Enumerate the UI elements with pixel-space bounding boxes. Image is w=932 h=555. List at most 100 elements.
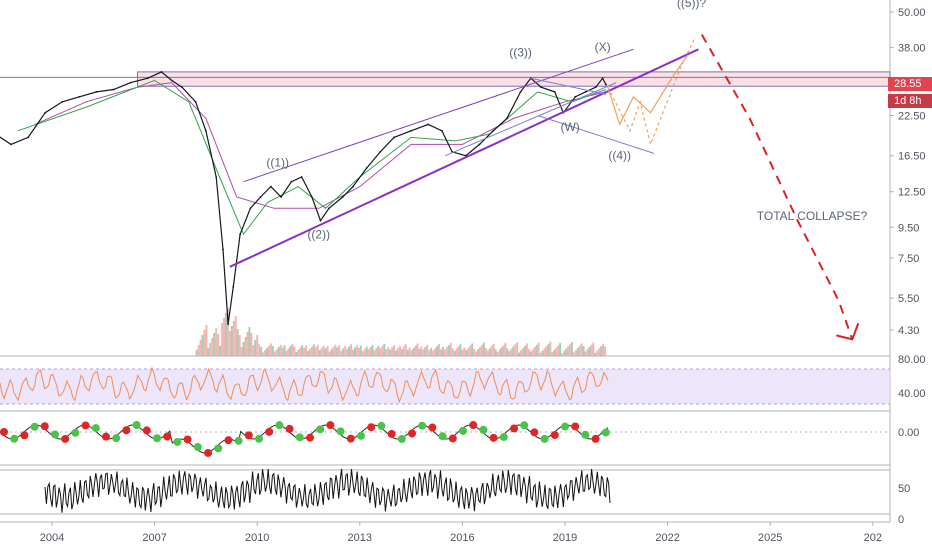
volume-bar: [586, 349, 589, 356]
volume-bar: [285, 350, 288, 356]
volume-bar: [578, 345, 581, 356]
moving-average-50: [17, 79, 607, 236]
volume-bar: [248, 327, 251, 356]
volume-bar: [439, 349, 442, 356]
volume-bar: [332, 347, 335, 356]
volume-bar: [416, 343, 419, 356]
volume-bar: [328, 351, 331, 356]
volume-bar: [340, 350, 343, 356]
volume-bar: [299, 347, 302, 356]
volume-bar: [322, 345, 325, 356]
volume-bar: [310, 346, 313, 356]
volume-bar: [293, 346, 296, 356]
volume-bar: [369, 347, 372, 356]
wave-label: ((2)): [307, 228, 330, 242]
volume-bar: [246, 332, 249, 356]
volume-bar: [367, 349, 370, 356]
osc-dot: [10, 434, 19, 443]
osc-dot: [153, 434, 161, 443]
volume-bar: [410, 350, 413, 356]
osc-dot: [275, 421, 284, 430]
osc-dot: [265, 427, 274, 436]
volume-bar: [377, 345, 380, 356]
price-point: [95, 90, 98, 93]
volume-bar: [523, 345, 526, 356]
osc-dot: [81, 421, 90, 430]
volume-bar: [420, 346, 423, 356]
volume-bar: [479, 347, 482, 356]
wave-label: ((5))?: [677, 0, 707, 10]
price-point: [427, 123, 430, 126]
volume-bar: [242, 342, 245, 356]
volume-bar: [350, 344, 353, 356]
volume-bar: [590, 344, 593, 356]
osc-dot: [122, 426, 131, 435]
volume-bar: [357, 347, 360, 356]
volume-bar: [273, 351, 276, 356]
volume-bar: [477, 349, 480, 356]
x-tick-label: 2025: [758, 532, 782, 544]
countdown-tag: 1d 8h: [888, 94, 932, 108]
volume-bar: [221, 323, 224, 356]
osc-dot: [479, 425, 488, 434]
volume-bar: [592, 342, 595, 356]
osc-dot: [591, 434, 600, 443]
volume-bar: [457, 346, 460, 356]
wave-label: (W): [560, 120, 579, 134]
volume-bar: [318, 350, 321, 356]
osc-dot: [244, 431, 253, 440]
volume-bar: [604, 346, 607, 356]
volume-bar: [572, 352, 575, 356]
price-point: [519, 90, 522, 93]
osc-dot: [601, 428, 610, 437]
volume-bar: [389, 349, 392, 356]
y-tick-label: 16.50: [898, 151, 926, 163]
volume-bar: [223, 318, 225, 356]
price-point: [478, 143, 481, 146]
volume-bar: [434, 348, 437, 356]
wave-label: ((4)): [608, 149, 631, 163]
osc-dot: [581, 430, 590, 439]
osc-dot: [459, 426, 467, 435]
osc-dot: [183, 435, 192, 444]
volume-bar: [262, 352, 265, 356]
volume-bar: [348, 346, 351, 356]
y-tick-label: 12.50: [898, 187, 926, 199]
volume-bar: [436, 346, 439, 356]
volume-bar: [305, 345, 308, 356]
osc-dot: [469, 421, 478, 430]
osc-dot: [193, 442, 202, 451]
lower-trendline: [229, 48, 699, 268]
osc-dot: [214, 444, 223, 453]
osc-dot: [40, 422, 49, 431]
volume-bar: [260, 347, 263, 356]
volume-bar: [312, 344, 315, 356]
y-tick-label: 7.50: [898, 253, 919, 265]
price-point: [601, 77, 604, 80]
price-point: [365, 167, 368, 169]
osc-dot: [418, 421, 427, 430]
volume-bar: [393, 345, 396, 356]
volume-bar: [297, 349, 300, 356]
wave-label: ((3)): [509, 45, 532, 59]
price-line: [0, 71, 607, 325]
osc-dot: [163, 432, 172, 441]
price-point: [290, 180, 293, 183]
volume-bar: [195, 350, 198, 356]
volume-bar: [336, 347, 339, 356]
moving-average-200: [34, 82, 607, 209]
volume-bar: [324, 348, 327, 356]
volume-bar: [563, 351, 566, 356]
volume-bar: [402, 346, 405, 356]
volume-bar: [490, 346, 493, 356]
volume-bar: [473, 348, 476, 356]
volume-bar: [295, 351, 298, 356]
volume-bar: [480, 344, 483, 356]
osc-dot: [71, 428, 80, 437]
price-point: [259, 196, 262, 198]
volume-bar: [238, 335, 241, 356]
price-point: [311, 196, 313, 198]
price-point: [319, 219, 322, 222]
volume-bar: [455, 348, 458, 356]
